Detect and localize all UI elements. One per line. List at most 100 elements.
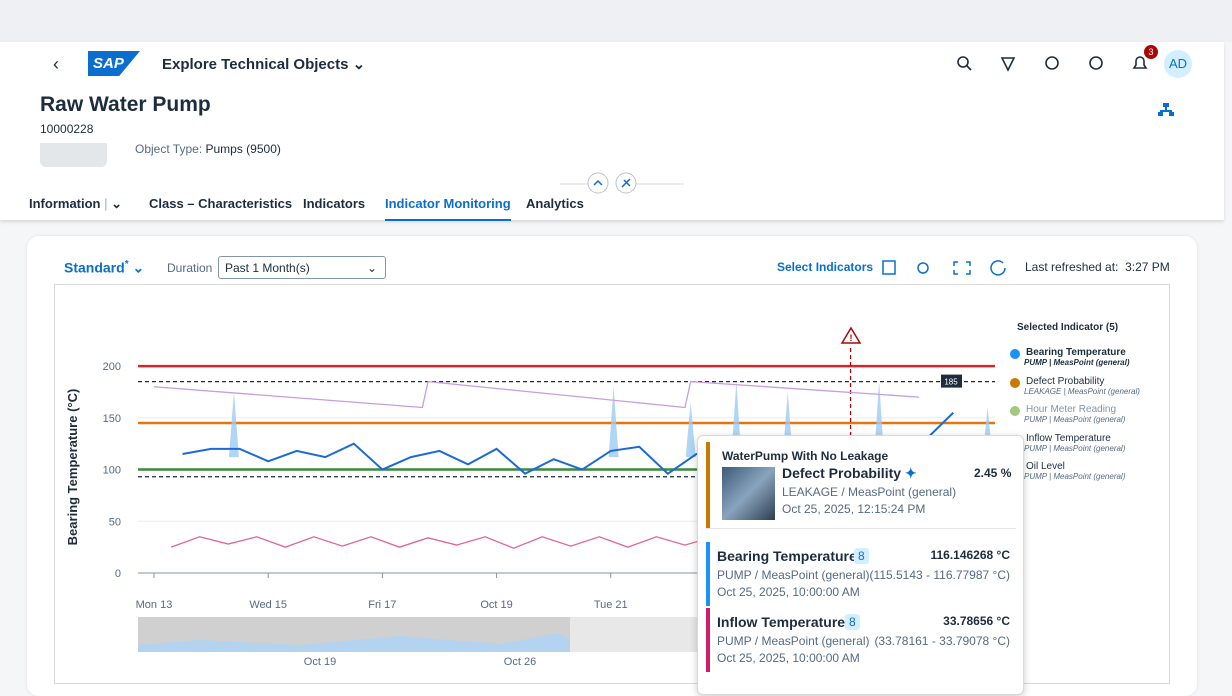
tooltip-row-time: Oct 25, 2025, 10:00:00 AM	[717, 651, 860, 665]
avatar[interactable]: AD	[1164, 50, 1192, 78]
tab[interactable]: Information | ⌄	[29, 196, 123, 211]
tooltip-row-sub: PUMP / MeasPoint (general)	[717, 568, 870, 582]
value: Pumps (9500)	[205, 142, 281, 156]
tooltip-main-time: Oct 25, 2025, 12:15:24 PM	[782, 502, 926, 516]
y-axis-title: Bearing Temperature (°C)	[65, 389, 80, 546]
tooltip-row-count: 8	[845, 614, 860, 630]
tooltip-row-time: Oct 25, 2025, 10:00:00 AM	[717, 585, 860, 599]
refreshed-time: 3:27 PM	[1125, 260, 1170, 274]
spike	[685, 402, 696, 458]
legend-sub: PUMP | MeasPoint (general)	[1024, 472, 1126, 481]
tooltip-row-value: 116.146268 °C	[930, 548, 1010, 562]
x-tick-label: Oct 19	[480, 599, 512, 611]
tooltip-row-sub: PUMP / MeasPoint (general)	[717, 634, 870, 648]
tooltip-bar	[706, 442, 710, 528]
badge: 3	[1144, 45, 1158, 59]
x-tick-label: Fri 17	[368, 599, 396, 611]
y-tick-label: 150	[103, 413, 121, 425]
tooltip-row-range: (115.5143 - 116.77987 °C)	[869, 568, 1010, 582]
tab-selected[interactable]: Indicator Monitoring	[385, 196, 511, 221]
table-icon[interactable]	[882, 260, 896, 275]
tooltip-row-count: 8	[854, 548, 869, 564]
y-tick-label: 200	[103, 361, 121, 373]
legend-dot	[1010, 406, 1020, 416]
tooltip-row-bar	[706, 542, 710, 606]
duration-value[interactable]: Past 1 Month(s)	[225, 261, 310, 275]
alert-mark: !	[850, 333, 853, 343]
duration-select[interactable]: Past 1 Month(s) ⌄	[218, 256, 386, 279]
legend-sub: LEAKAGE | MeasPoint (general)	[1024, 386, 1140, 396]
app-title-text[interactable]: Explore Technical Objects	[162, 56, 349, 73]
x-tick-label: Tue 21	[594, 599, 628, 611]
tooltip-row-range: (33.78161 - 33.79078 °C)	[874, 634, 1010, 648]
x-tick-label: Wed 15	[249, 599, 287, 611]
threshold-label-bg	[941, 374, 962, 388]
legend-sub: PUMP | MeasPoint (general)	[1024, 415, 1126, 424]
select-indicators[interactable]: Select Indicators	[777, 260, 874, 274]
fullscreen-icon[interactable]	[953, 261, 971, 275]
legend-dot	[1010, 349, 1020, 359]
object-image	[40, 143, 107, 167]
tooltip-row-name: Bearing Temperature	[717, 548, 857, 564]
legend-name[interactable]: Hour Meter Reading	[1026, 404, 1117, 415]
toolbar-icons	[882, 260, 1006, 276]
legend-sub: PUMP | MeasPoint (general)	[1024, 358, 1130, 367]
collapse-button[interactable]	[587, 172, 609, 194]
app-title[interactable]: Explore Technical Objects ⌄	[162, 56, 366, 73]
chat-icon[interactable]	[1045, 56, 1059, 70]
spike	[608, 386, 619, 458]
variant-name[interactable]: Standard	[64, 259, 125, 276]
tab[interactable]: Analytics	[526, 196, 584, 211]
back-button[interactable]: ‹	[53, 54, 59, 74]
help-icon[interactable]	[1089, 56, 1103, 70]
tooltip-row-bar	[706, 608, 710, 672]
object-id: 10000228	[40, 122, 94, 136]
divider	[706, 528, 1016, 529]
settings-icon[interactable]	[917, 262, 929, 274]
joule-icon[interactable]	[1000, 57, 1016, 72]
tooltip-title: WaterPump With No Leakage	[722, 449, 889, 463]
refreshed-label: Last refreshed at:	[1025, 260, 1119, 274]
tooltip-main-sub: LEAKAGE / MeasPoint (general)	[782, 485, 957, 499]
chart: Bearing Temperature (°C) Oct 19 Oct 26 0…	[65, 326, 995, 668]
hierarchy-icon[interactable]	[1158, 102, 1174, 118]
legend-name[interactable]: Inflow Temperature	[1026, 432, 1111, 444]
tooltip-main-name: Defect Probability ✦	[782, 465, 917, 481]
header-controls	[560, 172, 684, 194]
tab[interactable]: Class – Characteristics	[149, 196, 293, 211]
bell-icon[interactable]	[1132, 56, 1148, 69]
y-tick-label: 50	[109, 516, 121, 528]
name: Defect Probability	[782, 465, 902, 481]
tab[interactable]: Indicators	[303, 196, 366, 211]
legend-name[interactable]: Oil Level	[1026, 461, 1065, 472]
legend-sub: PUMP | MeasPoint (general)	[1024, 443, 1126, 453]
navigator-label: Oct 26	[504, 656, 536, 668]
label: Object Type:	[135, 142, 203, 156]
tooltip-row-value: 33.78656 °C	[943, 614, 1010, 628]
object-title: Raw Water Pump	[40, 93, 211, 116]
legend-name[interactable]: Bearing Temperature	[1026, 347, 1126, 358]
legend-name[interactable]: Defect Probability	[1026, 375, 1105, 387]
browser-bar	[0, 0, 1232, 42]
search-icon[interactable]	[957, 56, 969, 68]
tab-label[interactable]: Information	[29, 196, 101, 211]
series-line	[153, 380, 920, 409]
y-tick-label: 0	[115, 568, 121, 580]
refreshed: Last refreshed at: 3:27 PM	[1025, 260, 1170, 274]
equipment-image	[722, 467, 775, 520]
navigator-preview	[138, 633, 570, 652]
alert-icon[interactable]	[840, 326, 862, 344]
variant[interactable]: Standard* ⌄	[64, 259, 145, 276]
x-tick-label: Mon 13	[136, 599, 173, 611]
series-line	[170, 536, 828, 549]
tooltip-main-value: 2.45 %	[974, 466, 1012, 480]
tooltip: WaterPump With No Leakage Defect Probabi…	[697, 435, 1024, 695]
legend-dot	[1010, 377, 1020, 388]
tooltip-row-name: Inflow Temperature	[717, 614, 846, 630]
threshold-label: 185	[944, 378, 958, 387]
header-area	[0, 42, 1224, 220]
duration-label: Duration	[167, 261, 213, 275]
refresh-icon[interactable]	[990, 260, 1006, 276]
variant-modified: *	[124, 259, 129, 270]
